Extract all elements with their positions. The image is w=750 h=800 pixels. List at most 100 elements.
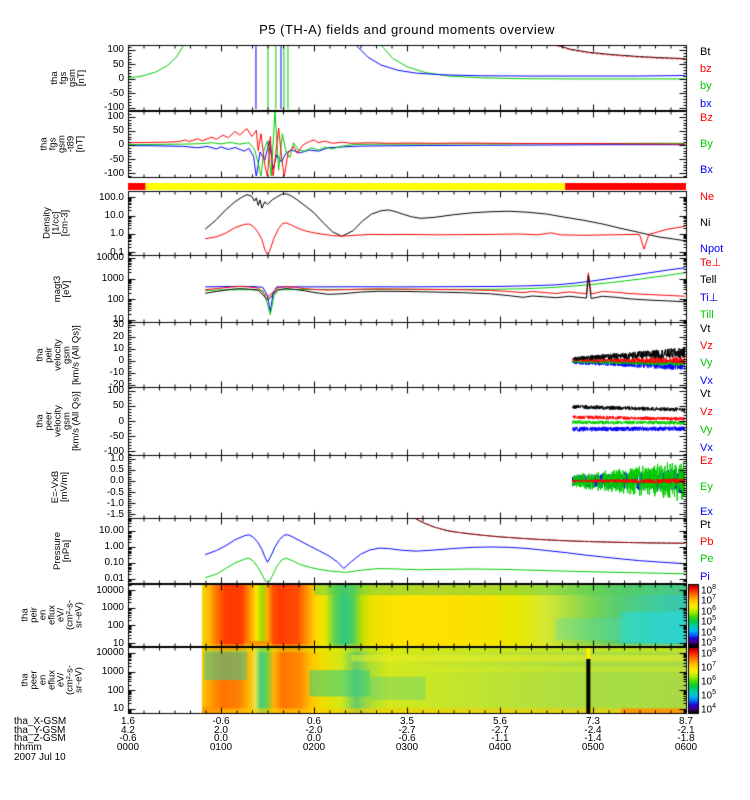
y-tick-label: 0.01: [104, 573, 124, 585]
x-axis-value: 4.2: [121, 724, 135, 736]
x-axis-value: 0.0: [307, 733, 321, 744]
legend-label: Npot: [700, 242, 724, 255]
x-axis-row-name: tha_Y-GSM: [14, 724, 66, 736]
colorbar-tick-label: 106: [701, 604, 717, 618]
colorbar-tick-label: 106: [701, 675, 717, 688]
y-tick-label: -0.5: [106, 486, 124, 498]
x-axis-value: 8.7: [679, 716, 693, 727]
legend-label: Vx: [700, 374, 713, 387]
x-axis-value: 0500: [581, 742, 605, 753]
y-tick-label: 10000: [96, 584, 124, 596]
y-tick-label: 1000: [101, 273, 124, 285]
legend-label: By: [700, 138, 713, 150]
y-tick-label: 10000: [96, 647, 124, 659]
x-axis-value: -2.7: [398, 724, 416, 736]
y-tick-label: -10: [109, 367, 124, 379]
y-tick-label: 10000: [96, 252, 124, 264]
y-tick-label: 10: [112, 343, 124, 355]
legend-label: Ne: [700, 191, 715, 204]
x-axis-value: 1.6: [121, 716, 135, 727]
legend-label: Te⊥: [700, 256, 722, 269]
legend-label: Vt: [700, 322, 711, 335]
x-axis-value: -2.4: [584, 724, 602, 736]
colorbar-tick-label: 104: [701, 625, 717, 638]
y-tick-label: 10: [112, 703, 124, 715]
y-tick-label: 50: [112, 400, 124, 412]
x-axis-value: -0.6: [212, 716, 230, 727]
legend-label: Pe: [700, 553, 714, 566]
y-tick-label: 30: [112, 319, 124, 331]
legend-label: Ex: [700, 505, 713, 518]
legend-label: bz: [700, 62, 712, 75]
y-tick-label: 50: [112, 58, 124, 70]
x-axis-row-name: tha_Z-GSM: [14, 733, 66, 744]
x-axis-value: 0100: [209, 742, 233, 753]
legend-label: Pt: [700, 518, 711, 531]
y-tick-label: 100: [107, 293, 124, 305]
y-tick-label: 50: [112, 125, 124, 137]
x-axis-value: -0.6: [119, 733, 137, 744]
x-axis-value: 0000: [116, 742, 140, 753]
colorbar-tick-label: 107: [701, 661, 717, 674]
x-axis-value: -1.1: [491, 733, 509, 744]
y-tick-label: 100.0: [98, 191, 124, 203]
y-tick-label: 0.1: [110, 246, 124, 258]
date-label: 2007 Jul 10: [14, 751, 66, 763]
legend-label: Pi: [700, 570, 710, 583]
colorbar-tick-label: 104: [701, 703, 717, 716]
x-axis-value: 0300: [395, 742, 419, 753]
legend-label: Ni: [700, 217, 711, 229]
y-axis-label-line: [nT]: [74, 135, 86, 153]
legend-label: Bz: [700, 111, 713, 124]
x-axis-value: 0600: [674, 742, 698, 753]
legend-label: Vy: [700, 357, 713, 370]
y-tick-label: 10: [112, 637, 124, 649]
y-tick-label: -1.5: [106, 508, 124, 520]
y-axis-label: tha peer en eflux eV/(cm²-s-sr-eV): [20, 632, 85, 728]
y-tick-label: 100: [107, 619, 124, 631]
y-tick-label: 1.0: [110, 453, 124, 465]
y-tick-label: -20: [109, 379, 124, 391]
y-tick-label: -100: [103, 167, 124, 179]
legend-label: Vy: [700, 424, 713, 437]
legend-label: Ey: [700, 480, 713, 493]
y-tick-label: 0: [118, 355, 124, 367]
colorbar-tick-label: 107: [701, 594, 717, 607]
y-tick-label: 0: [118, 139, 124, 151]
colorbar-tick-label: 105: [701, 615, 717, 628]
y-tick-label: -50: [109, 153, 124, 165]
y-tick-label: 100: [107, 111, 124, 123]
x-axis-value: 2.0: [214, 724, 228, 736]
x-axis-value: 0200: [302, 742, 326, 753]
x-axis-value: 0400: [488, 742, 512, 753]
y-tick-label: 20: [112, 331, 124, 343]
y-tick-label: 0.5: [110, 464, 124, 476]
legend-label: bx: [700, 97, 712, 110]
y-tick-label: 10.00: [98, 525, 124, 537]
y-axis-label-line: sr-eV): [73, 667, 85, 693]
y-tick-label: 100: [107, 44, 124, 56]
x-axis-row-name: hhmm: [14, 742, 42, 753]
x-axis-value: -1.4: [584, 733, 602, 744]
legend-label: by: [700, 80, 712, 93]
y-tick-label: 100: [107, 684, 124, 696]
colorbar-tick-label: 108: [701, 647, 717, 660]
y-tick-label: 1000: [101, 602, 124, 614]
legend-label: Ez: [700, 455, 713, 468]
legend-label: Till: [700, 309, 714, 322]
y-tick-label: -50: [109, 87, 124, 99]
legend-label: Pb: [700, 535, 714, 548]
x-axis-value: 0.6: [307, 716, 321, 727]
x-axis-value: -2.0: [305, 724, 323, 736]
colorbar-tick-label: 103: [701, 636, 717, 649]
colorbar-tick-label: 105: [701, 689, 717, 702]
y-tick-label: 1.0: [110, 228, 124, 240]
x-axis-value: -2.7: [491, 724, 509, 736]
y-tick-label: 0: [118, 73, 124, 85]
y-tick-label: 10: [112, 314, 124, 326]
y-tick-label: 0.10: [104, 557, 124, 569]
y-tick-label: 100: [107, 385, 124, 397]
y-tick-label: 1.00: [104, 541, 124, 553]
